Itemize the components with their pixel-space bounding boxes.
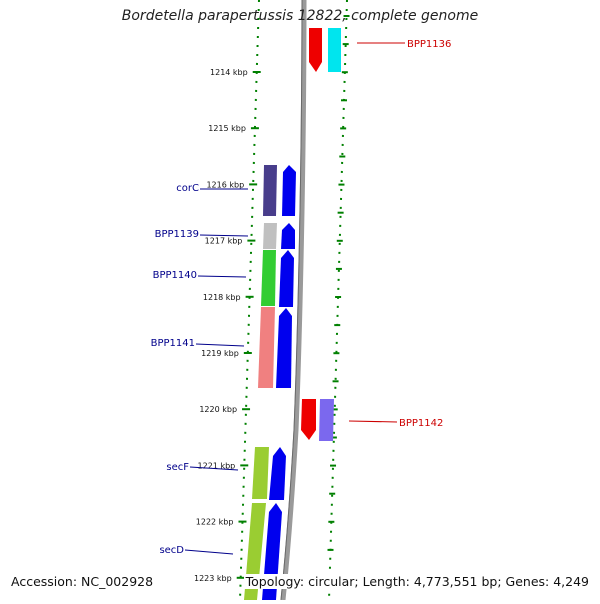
callout-line-bpp1142 [348,420,398,423]
gene-label-secf[interactable]: secF [166,462,189,473]
gene-bpp1141-blue-arrow[interactable] [276,308,292,388]
accession-label: Accession: NC_002928 [9,574,156,589]
gene-label-secd[interactable]: secD [159,545,184,556]
gene-label-corc[interactable]: corC [176,183,199,194]
genome-backbone-highlight [280,0,303,601]
gene-bpp1136-red-block[interactable] [309,28,322,72]
callout-line-bpp1140 [197,275,247,278]
gene-secf-yellowgreen-block[interactable] [252,447,269,499]
kbp-tick-label: 1220 kbp [199,405,237,414]
gene-label-bpp1139[interactable]: BPP1139 [155,229,199,240]
topology-label: Topology: circular; Length: 4,773,551 bp… [243,574,591,589]
kbp-tick-label: 1215 kbp [208,124,246,133]
gene-corc-blue-arrow[interactable] [282,165,296,216]
callout-line-bpp1139 [199,234,249,237]
kbp-tick-label: 1214 kbp [210,68,248,77]
outer-ring-ticks [326,15,350,579]
gene-bpp1139-lightgray-block[interactable] [263,223,277,249]
kbp-tick-label: 1216 kbp [206,180,244,189]
gene-secf-blue-arrow[interactable] [269,447,286,500]
gene-label-bpp1140[interactable]: BPP1140 [153,270,197,281]
kbp-tick-label: 1218 kbp [203,293,241,302]
topology-text: Topology: circular; Length: 4,773,551 bp… [243,574,591,589]
gene-bpp1139-blue-arrow[interactable] [281,223,295,249]
gene-bpp1142-purple-block[interactable] [319,399,334,441]
gene-label-bpp1142[interactable]: BPP1142 [399,418,443,429]
gene-bpp1140-limegreen-block[interactable] [261,250,276,306]
genome-backbone [280,0,307,601]
kbp-tick-label: 1217 kbp [205,237,243,246]
gene-bpp1141-pink-block[interactable] [258,307,275,388]
gene-label-bpp1136[interactable]: BPP1136 [407,39,451,50]
callout-line-secf [189,466,239,471]
gene-bpp1136-cyan-block[interactable] [328,28,341,72]
gene-bpp1140-blue-arrow[interactable] [279,250,294,307]
kbp-tick-label: 1219 kbp [201,349,239,358]
accession-text: Accession: NC_002928 [9,574,156,589]
kbp-tick-label: 1222 kbp [196,518,234,527]
gene-corc-darkslate-block[interactable] [263,165,277,216]
callout-line-bpp1141 [195,343,245,347]
inner-ring-guide [239,0,260,601]
outer-ring-guide [328,0,348,601]
map-title: Bordetella parapertussis 12822, complete… [121,8,479,24]
gene-bpp1142-red-arrow[interactable] [301,399,316,440]
gene-label-bpp1141[interactable]: BPP1141 [151,338,195,349]
kbp-tick-label: 1223 kbp [194,574,232,583]
gene-label-callouts: BPP1136 corC BPP1139 BPP1140 BPP1141 BPP… [151,39,452,556]
kbp-scale: 1214 kbp 1215 kbp 1216 kbp 1217 kbp 1218 kbp… [194,68,261,583]
kbp-tick-label: 1221 kbp [198,461,236,470]
callout-line-secd [184,549,234,555]
